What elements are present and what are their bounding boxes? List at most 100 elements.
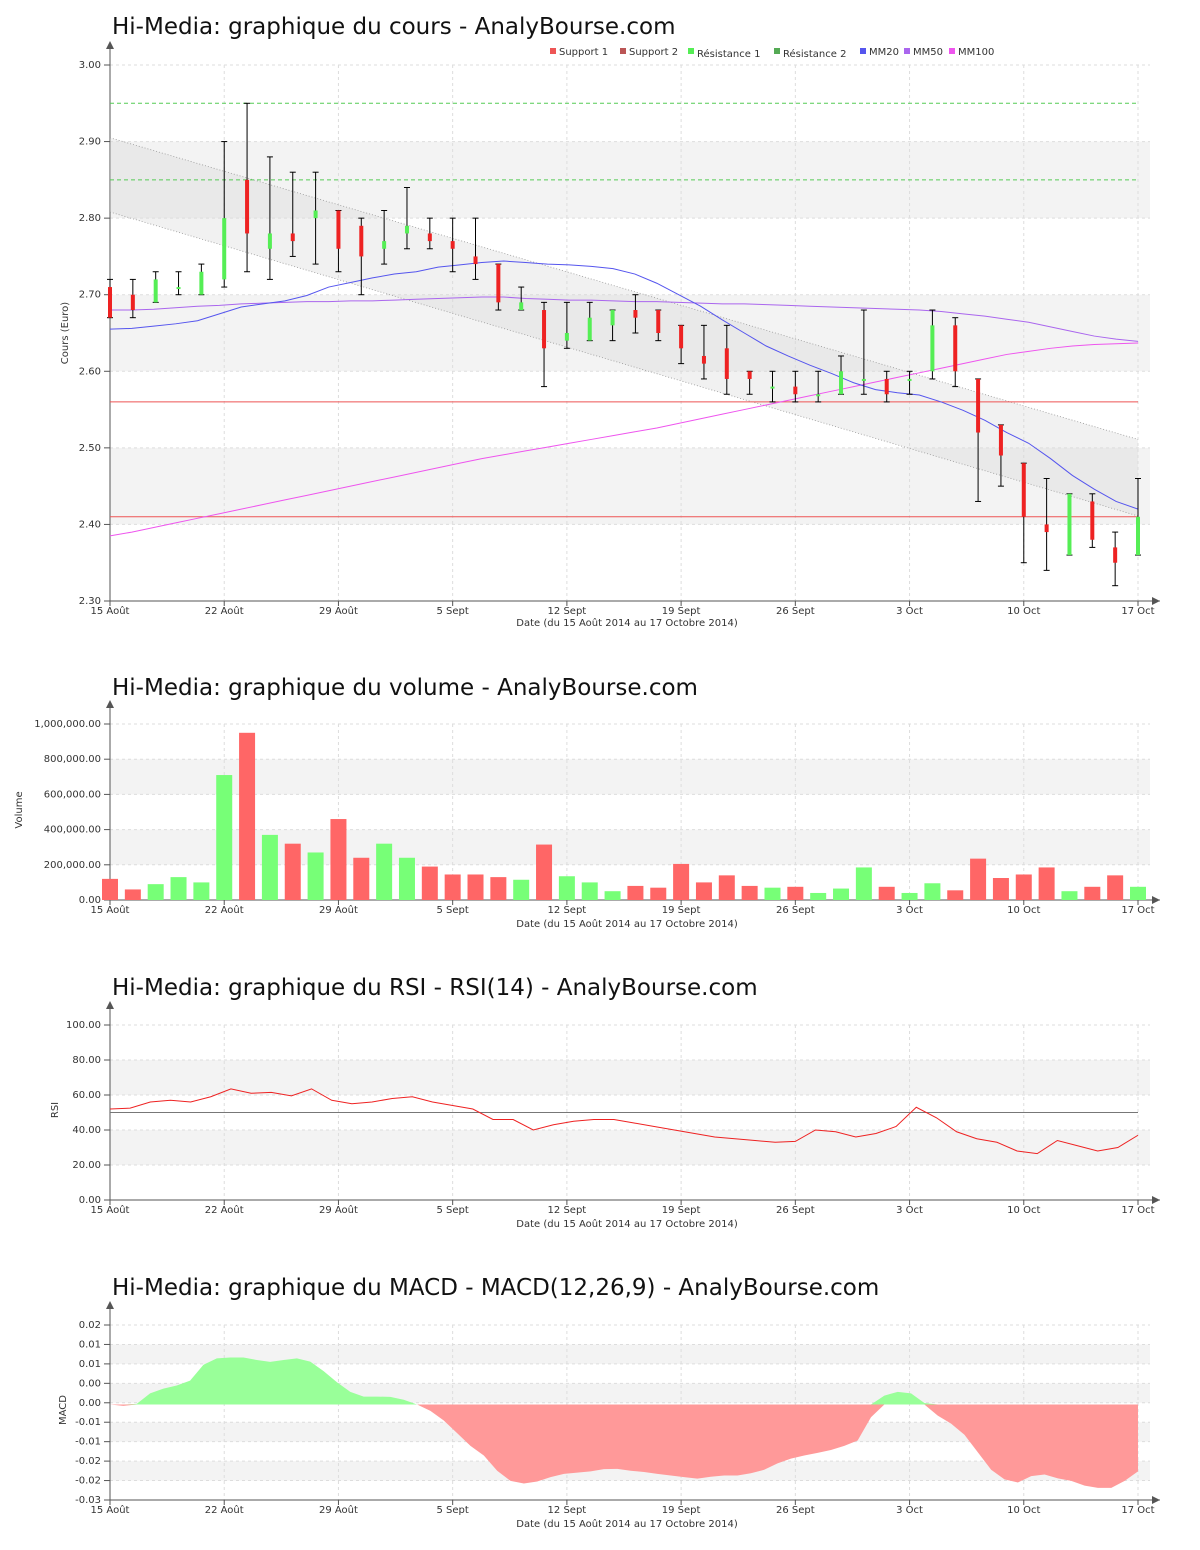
x-tick-label: 12 Sept	[548, 606, 587, 617]
y-tick-label: -0.01	[75, 1437, 101, 1448]
volume-bar	[741, 885, 758, 900]
candle	[175, 271, 182, 296]
candle	[472, 217, 479, 280]
x-tick-label: 3 Oct	[896, 1205, 923, 1216]
x-tick-label: 17 Oct	[1121, 1205, 1154, 1216]
volume-bar	[833, 888, 850, 900]
candle	[266, 156, 273, 280]
legend-swatch-support-1	[550, 48, 556, 54]
mm20-line	[109, 260, 1139, 510]
legend-resistance-1: Résistance 1	[697, 48, 760, 60]
candle-body	[701, 355, 706, 364]
volume-bar	[398, 857, 415, 900]
grid-band	[110, 1325, 1150, 1345]
candle-body	[473, 256, 478, 265]
x-tick-label: 26 Sept	[776, 1205, 815, 1216]
candle	[860, 309, 867, 395]
candle	[107, 278, 113, 319]
candle	[609, 309, 616, 342]
candle-body	[1136, 516, 1140, 556]
x-tick-label: 17 Oct	[1121, 905, 1154, 916]
volume-bar	[330, 819, 347, 900]
legend-mm100: MM100	[958, 47, 994, 58]
legend-mm20: MM20	[869, 47, 899, 58]
x-axis-arrow	[1152, 597, 1160, 605]
x-tick-label: 29 Août	[319, 1204, 358, 1216]
candle-body	[633, 310, 638, 318]
candle	[1089, 493, 1096, 548]
y-axis-arrow	[106, 1301, 114, 1309]
x-tick-label: 12 Sept	[548, 905, 587, 916]
grid-band	[110, 1025, 1150, 1060]
legend-swatch-support-2	[620, 48, 626, 54]
candle-body	[953, 325, 958, 372]
y-tick-label: 0.01	[79, 1359, 101, 1370]
candle	[838, 355, 845, 395]
candle-body	[930, 325, 935, 372]
y-tick-label: 60.00	[72, 1090, 101, 1101]
volume-bar	[307, 852, 324, 900]
x-tick-label: 5 Sept	[437, 905, 469, 916]
candle-body	[519, 302, 524, 311]
x-tick-label: 5 Sept	[437, 606, 469, 617]
candle	[358, 217, 365, 296]
x-tick-label: 19 Sept	[662, 1505, 701, 1516]
x-tick-label: 12 Sept	[548, 1205, 587, 1216]
candle-body	[998, 424, 1003, 456]
grid-band	[110, 1165, 1150, 1200]
y-tick-label: 600,000.00	[44, 789, 101, 800]
candle-body	[1113, 547, 1118, 563]
volume-bar	[193, 882, 210, 900]
grid-band	[110, 1461, 1150, 1481]
legend-resistance-2: Résistance 2	[783, 48, 846, 60]
x-tick-label: 10 Oct	[1007, 606, 1040, 617]
candle	[1020, 462, 1027, 564]
volume-bar	[284, 843, 301, 900]
volume-bar	[1084, 886, 1101, 900]
y-tick-label: 2.30	[79, 596, 101, 607]
grid-band	[110, 794, 1150, 830]
chart-title-cours: Hi-Media: graphique du cours - AnalyBour…	[112, 14, 675, 40]
candle	[792, 370, 799, 403]
chart-title-rsi: Hi-Media: graphique du RSI - RSI(14) - A…	[112, 975, 758, 1001]
y-tick-label: 100.00	[66, 1020, 101, 1031]
y-tick-label: 200,000.00	[44, 860, 101, 871]
ylabel-volume: Volume	[14, 791, 25, 828]
y-tick-label: 2.60	[79, 366, 101, 377]
y-tick-label: 40.00	[72, 1125, 101, 1136]
volume-bar	[650, 887, 667, 900]
candle-body	[359, 225, 364, 257]
candle-body	[587, 317, 592, 341]
y-axis-arrow	[106, 1001, 114, 1009]
candle-body	[450, 241, 455, 249]
candle-body	[222, 218, 227, 280]
candle-body	[770, 386, 775, 389]
candle-body	[382, 241, 387, 249]
y-tick-label: 2.70	[79, 290, 101, 301]
grid-band	[110, 1060, 1150, 1095]
grid-band	[110, 524, 1150, 601]
candle-body	[108, 287, 112, 318]
volume-bar	[1107, 875, 1124, 900]
volume-bar	[810, 892, 827, 900]
x-tick-label: 3 Oct	[896, 1505, 923, 1516]
chart-title-volume: Hi-Media: graphique du volume - AnalyBou…	[112, 675, 698, 701]
volume-bar	[1015, 874, 1032, 900]
candle-body	[884, 378, 889, 395]
macd-positive-area	[110, 1357, 1138, 1405]
candle	[815, 370, 822, 403]
volume-bar	[901, 892, 918, 900]
volume-bar	[124, 889, 141, 900]
y-axis-arrow	[106, 41, 114, 49]
volume-bar	[764, 887, 781, 900]
grid-band	[110, 1130, 1150, 1165]
grid-band	[110, 724, 1150, 760]
volume-bar	[1038, 867, 1055, 900]
candle-body	[564, 333, 569, 341]
plot-cours: 2.30 2.40 2.50 2.60 2.70 2.80 2.90 3.00 15 Août 2…	[79, 41, 1160, 617]
candle	[769, 370, 776, 403]
y-tick-label: 0.02	[79, 1320, 101, 1331]
rsi-line	[109, 1088, 1139, 1155]
mm100-line	[109, 342, 1139, 537]
y-tick-label: 1,000,000.00	[34, 719, 101, 730]
